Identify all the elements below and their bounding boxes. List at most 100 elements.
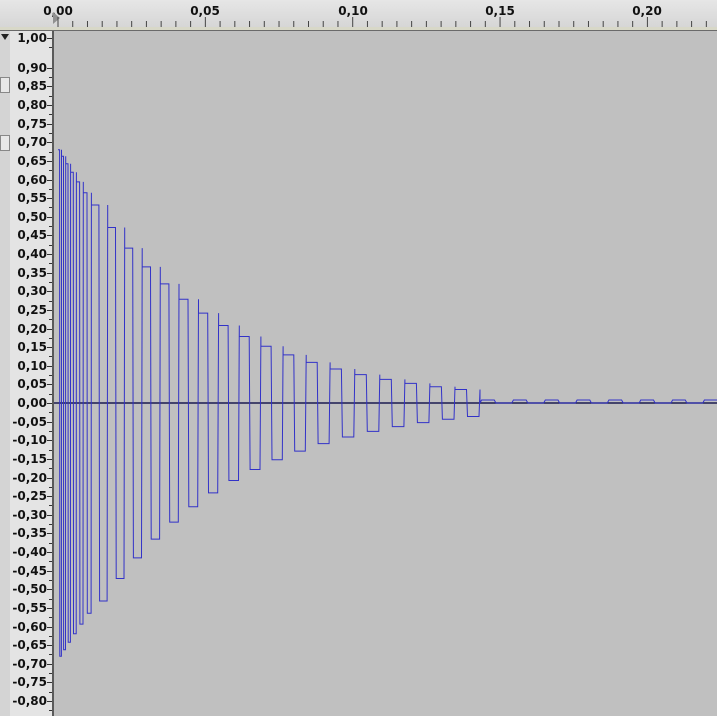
ruler-ticks [57, 17, 707, 27]
amplitude-tick [47, 216, 52, 218]
amplitude-minor-tick [49, 226, 52, 228]
amplitude-tick [47, 421, 52, 423]
amplitude-minor-tick [49, 244, 52, 246]
amplitude-minor-tick [49, 524, 52, 526]
amplitude-minor-tick [49, 468, 52, 470]
amplitude-tick [47, 38, 52, 39]
amplitude-tick [47, 86, 52, 88]
amplitude-label: 0,20 [17, 321, 47, 336]
track-button-1[interactable] [0, 77, 10, 93]
amplitude-minor-tick [49, 132, 52, 134]
amplitude-tick [47, 514, 52, 516]
amplitude-label: -0,30 [12, 507, 47, 522]
amplitude-minor-tick [49, 691, 52, 693]
amplitude-tick [47, 160, 52, 162]
ruler-divider [0, 27, 717, 31]
amplitude-minor-tick [49, 263, 52, 265]
time-label-0: 0,00 [43, 4, 73, 18]
amplitude-label: 0,85 [17, 79, 47, 94]
amplitude-label: -0,70 [12, 656, 47, 671]
amplitude-tick [47, 552, 52, 553]
amplitude-label: 1,00 [17, 31, 47, 45]
time-label-4: 0,20 [632, 4, 662, 18]
time-label-2: 0,10 [338, 4, 368, 18]
waveform [54, 149, 717, 657]
amplitude-label: -0,35 [12, 526, 47, 541]
amplitude-minor-tick [49, 337, 52, 339]
amplitude-label: -0,10 [12, 433, 47, 448]
amplitude-label: -0,60 [12, 619, 47, 634]
amplitude-label: 0,65 [17, 153, 47, 168]
amplitude-label: 0,60 [17, 172, 47, 187]
amplitude-label: -0,65 [12, 638, 47, 653]
amplitude-minor-tick [49, 188, 52, 190]
amplitude-tick [47, 384, 52, 386]
time-label-3: 0,15 [485, 4, 515, 18]
amplitude-minor-tick [49, 412, 52, 414]
amplitude-minor-tick [49, 579, 52, 581]
waveform-display[interactable] [54, 31, 717, 716]
playhead-icon[interactable] [53, 12, 60, 24]
amplitude-minor-tick [49, 542, 52, 544]
amplitude-tick [47, 309, 52, 311]
amplitude-tick [47, 272, 52, 274]
amplitude-minor-tick [49, 654, 52, 656]
amplitude-label: 0,35 [17, 265, 47, 280]
amplitude-label: 0,10 [17, 358, 47, 373]
amplitude-tick [47, 179, 52, 181]
amplitude-minor-tick [49, 561, 52, 563]
amplitude-minor-tick [49, 95, 52, 97]
chevron-down-icon[interactable] [1, 34, 9, 40]
amplitude-minor-tick [49, 356, 52, 358]
amplitude-label: 0,70 [17, 135, 47, 150]
amplitude-minor-tick [49, 170, 52, 172]
amplitude-minor-tick [49, 617, 52, 619]
amplitude-tick [47, 645, 52, 647]
amplitude-tick [47, 607, 52, 609]
amplitude-tick [47, 67, 52, 69]
amplitude-label: 0,30 [17, 284, 47, 299]
amplitude-tick [47, 365, 52, 367]
amplitude-label: 0,55 [17, 191, 47, 206]
time-ruler[interactable]: 0,00 0,05 0,10 0,15 0,20 [0, 0, 717, 28]
amplitude-minor-tick [49, 319, 52, 321]
amplitude-tick [47, 328, 52, 330]
amplitude-label: 0,45 [17, 228, 47, 243]
track-button-2[interactable] [0, 135, 10, 151]
amplitude-minor-tick [49, 673, 52, 675]
amplitude-minor-tick [49, 114, 52, 116]
amplitude-label: 0,50 [17, 209, 47, 224]
amplitude-minor-tick [49, 281, 52, 283]
amplitude-label: -0,45 [12, 563, 47, 578]
time-label-1: 0,05 [190, 4, 220, 18]
amplitude-tick [47, 254, 52, 255]
amplitude-label: -0,80 [12, 694, 47, 708]
amplitude-tick [47, 626, 52, 628]
amplitude-label: 0,05 [17, 377, 47, 392]
amplitude-tick [47, 142, 52, 144]
amplitude-tick [47, 477, 52, 479]
amplitude-tick [47, 440, 52, 442]
amplitude-tick [47, 458, 52, 460]
amplitude-minor-tick [49, 635, 52, 637]
amplitude-minor-tick [49, 505, 52, 507]
amplitude-tick [47, 496, 52, 498]
amplitude-label: 0,75 [17, 116, 47, 131]
amplitude-tick [47, 291, 52, 293]
amplitude-minor-tick [49, 393, 52, 395]
amplitude-tick [47, 105, 52, 106]
amplitude-label: 0,25 [17, 302, 47, 317]
amplitude-minor-tick [49, 449, 52, 451]
amplitude-tick [47, 533, 52, 535]
amplitude-minor-tick [49, 375, 52, 377]
amplitude-tick [47, 198, 52, 200]
amplitude-tick [47, 663, 52, 665]
amplitude-minor-tick [49, 77, 52, 79]
amplitude-label: -0,75 [12, 675, 47, 690]
amplitude-label: -0,50 [12, 582, 47, 597]
amplitude-minor-tick [49, 47, 52, 49]
amplitude-minor-tick [49, 710, 52, 712]
waveform-trace [58, 149, 717, 657]
amplitude-minor-tick [49, 430, 52, 432]
amplitude-tick [47, 123, 52, 125]
